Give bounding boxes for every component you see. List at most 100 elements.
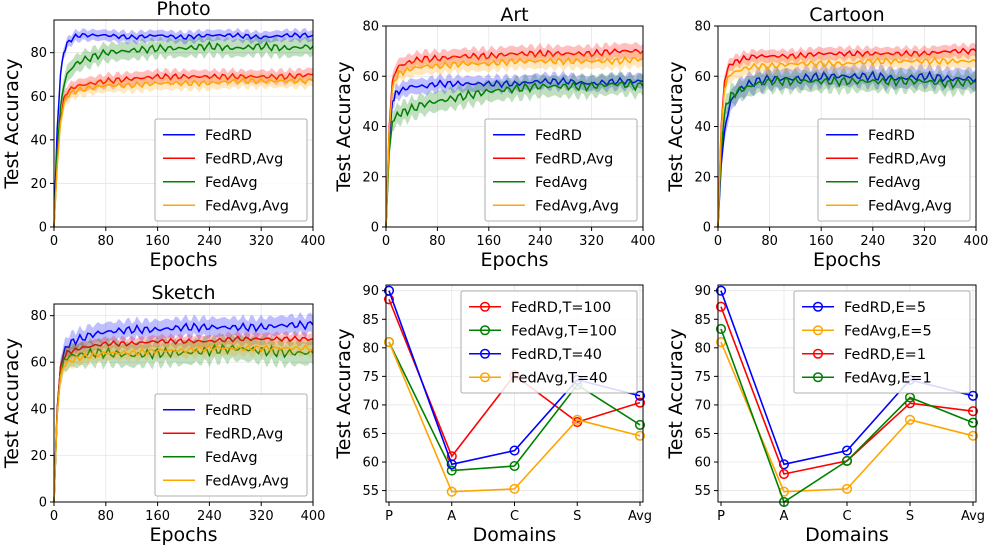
x-axis-label: Domains	[473, 524, 557, 546]
legend-marker	[479, 301, 491, 312]
data-point	[904, 414, 916, 425]
legend-entry-2: FedAvg,E=5	[844, 323, 932, 339]
series-line-1	[53, 32, 314, 228]
data-point	[509, 445, 520, 456]
legend-marker	[479, 325, 491, 336]
series-line-2	[53, 335, 314, 503]
x-tick-label: 400	[301, 234, 326, 249]
legend-box	[460, 290, 638, 394]
chart-title: Photo	[156, 0, 210, 20]
data-point	[634, 430, 646, 441]
series-band-2	[386, 41, 643, 228]
y-tick-label: 65	[362, 427, 379, 442]
series-band-3	[54, 33, 313, 228]
legend-marker	[479, 348, 491, 359]
y-tick-label: 85	[694, 313, 711, 328]
y-axis-label: Test Accuracy	[333, 61, 355, 192]
y-tick-label: 80	[30, 46, 47, 61]
chart-title: Sketch	[151, 282, 215, 304]
y-axis-label: Test Accuracy	[665, 328, 687, 459]
legend: FedRD FedRD,Avg FedAvg FedAvg,Avg	[484, 118, 638, 222]
x-tick-label: P	[385, 509, 393, 524]
legend-marker	[479, 372, 491, 383]
y-axis-label: Test Accuracy	[1, 338, 23, 469]
data-point	[841, 455, 853, 466]
data-point	[634, 419, 646, 430]
y-tick-label: 60	[694, 70, 711, 85]
plot-frame	[53, 303, 314, 503]
y-tick-label: 70	[694, 398, 711, 413]
plot-frame	[53, 19, 314, 228]
y-axis-label: Test Accuracy	[665, 61, 687, 192]
chart-panel-5: P A C S Avg 55 60 65 70 75 80 85 90 Domains Test Accur…	[333, 284, 652, 546]
legend-box	[793, 290, 971, 394]
x-tick-label: C	[510, 509, 519, 524]
x-tick-label: P	[717, 509, 725, 524]
legend-marker	[812, 325, 824, 336]
x-tick-label: 320	[912, 234, 937, 249]
x-tick-label: 160	[809, 234, 834, 249]
y-tick-label: 80	[694, 20, 711, 35]
series-line-4	[717, 56, 977, 228]
series-line-3	[53, 343, 314, 503]
y-tick-label: 20	[362, 170, 379, 185]
legend-entry-1: FedRD	[868, 128, 915, 144]
x-tick-label: 240	[860, 234, 885, 249]
series-line-4	[385, 55, 644, 228]
data-point	[383, 337, 395, 348]
series-line-4	[388, 341, 641, 493]
series-band-2	[54, 330, 313, 502]
series-line-2	[385, 48, 644, 228]
x-tick-label: 0	[50, 509, 58, 524]
legend-box	[484, 118, 638, 222]
chart-panel-1: 0 80 160 240 320 400 0 20 40 60 80 Photo Epochs Test …	[1, 0, 325, 271]
chart-title: Cartoon	[809, 4, 884, 26]
legend: FedRD FedRD,Avg FedAvg FedAvg,Avg	[817, 118, 971, 222]
legend-entry-3: FedAvg	[205, 450, 258, 466]
x-axis-label: Epochs	[149, 249, 217, 271]
x-tick-label: 0	[50, 234, 58, 249]
y-tick-label: 0	[703, 221, 711, 236]
data-point	[967, 417, 979, 428]
legend: FedRD,T=100 FedAvg,T=100 FedRD,T=40 FedAvg,…	[460, 290, 638, 394]
series-line-3	[717, 75, 977, 228]
data-point	[841, 445, 853, 456]
legend-entry-1: FedRD	[205, 403, 252, 419]
legend-box	[154, 118, 308, 222]
legend-entry-1: FedRD	[205, 128, 252, 144]
legend-entry-4: FedAvg,Avg	[868, 198, 952, 214]
y-tick-label: 75	[362, 370, 379, 385]
x-tick-label: C	[842, 509, 851, 524]
legend-entry-2: FedRD,Avg	[535, 151, 613, 167]
data-point	[446, 465, 457, 476]
data-point	[715, 323, 727, 335]
series-line-3	[385, 79, 644, 228]
x-tick-label: S	[906, 509, 914, 524]
y-tick-label: 80	[362, 341, 379, 356]
x-axis-label: Epochs	[480, 249, 548, 271]
series-band-3	[54, 333, 313, 502]
data-point	[967, 390, 979, 401]
y-tick-label: 80	[30, 309, 47, 324]
y-tick-label: 20	[30, 177, 47, 192]
y-tick-label: 60	[30, 356, 47, 371]
data-point	[509, 483, 520, 494]
data-point	[778, 468, 790, 480]
legend-entry-3: FedAvg	[205, 175, 258, 191]
data-point	[634, 390, 646, 401]
legend-entry-2: FedRD,Avg	[205, 151, 283, 167]
series-band-4	[54, 338, 313, 502]
y-axis-label: Test Accuracy	[1, 58, 23, 189]
series-line-3	[53, 40, 314, 228]
legend-entry-4: FedAvg,Avg	[535, 198, 619, 214]
y-tick-label: 70	[362, 398, 379, 413]
series-line-4	[720, 328, 974, 504]
legend-marker	[812, 348, 824, 359]
y-tick-label: 0	[39, 221, 47, 236]
legend-entry-4: FedAvg,T=40	[511, 370, 608, 386]
legend-entry-4: FedAvg,E=1	[844, 370, 932, 386]
data-point	[446, 459, 457, 470]
x-tick-label: 320	[249, 509, 274, 524]
y-tick-label: 40	[30, 402, 47, 417]
legend: FedRD,E=5 FedAvg,E=5 FedRD,E=1 FedAvg,E=1	[793, 290, 971, 394]
